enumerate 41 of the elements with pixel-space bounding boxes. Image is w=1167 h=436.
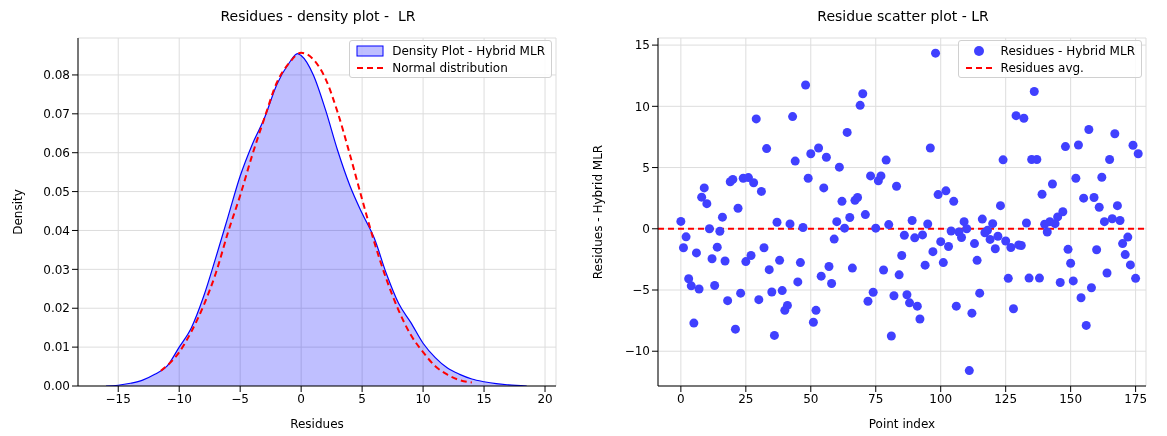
y-tick-label: 0.04 xyxy=(43,223,70,238)
x-tick-label: 10 xyxy=(415,391,431,406)
y-tick-label: 0 xyxy=(642,222,650,237)
y-tick-label: 0.01 xyxy=(43,340,70,355)
x-tick-label: 15 xyxy=(476,391,492,406)
x-tick-label: 0 xyxy=(297,391,305,406)
y-tick-label: 10 xyxy=(634,99,650,114)
y-tick-label: −10 xyxy=(624,344,650,359)
x-axis-title: Point index xyxy=(868,417,936,431)
legend-label: Residues avg. xyxy=(1000,60,1084,75)
chart-title: Residues - density plot - LR xyxy=(219,8,417,26)
y-axis-title: Residues - Hybrid MLR xyxy=(591,144,606,280)
y-tick-label: 0.00 xyxy=(43,379,70,394)
x-tick-label: 175 xyxy=(1124,391,1148,406)
x-tick-label: −5 xyxy=(231,391,250,406)
legend-label: Residues - Hybrid MLR xyxy=(1000,43,1135,58)
y-tick-label: 0.08 xyxy=(43,68,70,83)
y-tick-label: 0.03 xyxy=(43,262,70,277)
y-tick-label: 15 xyxy=(634,38,650,53)
x-tick-label: 0 xyxy=(677,391,685,406)
y-tick-label: 0.02 xyxy=(43,301,70,316)
x-tick-label: −15 xyxy=(105,391,131,406)
y-tick-label: 5 xyxy=(642,160,650,175)
x-tick-label: −10 xyxy=(166,391,192,406)
legend-label: Density Plot - Hybrid MLR xyxy=(392,43,545,58)
y-tick-label: 0.06 xyxy=(43,145,70,160)
chart-title: Residue scatter plot - LR xyxy=(816,8,990,26)
x-axis-title: Residues xyxy=(290,417,344,431)
x-tick-label: 5 xyxy=(358,391,366,406)
y-tick-label: 0.07 xyxy=(43,107,70,122)
legend-label: Normal distribution xyxy=(392,60,508,75)
x-tick-label: 20 xyxy=(537,391,553,406)
x-tick-label: 150 xyxy=(1059,391,1083,406)
x-tick-label: 25 xyxy=(738,391,754,406)
x-tick-label: 100 xyxy=(929,391,953,406)
y-tick-label: −5 xyxy=(632,283,650,298)
x-tick-label: 50 xyxy=(803,391,819,406)
y-axis-title: Density xyxy=(11,189,26,235)
y-tick-label: 0.05 xyxy=(43,184,70,199)
x-tick-label: 125 xyxy=(994,391,1018,406)
x-tick-label: 75 xyxy=(868,391,884,406)
